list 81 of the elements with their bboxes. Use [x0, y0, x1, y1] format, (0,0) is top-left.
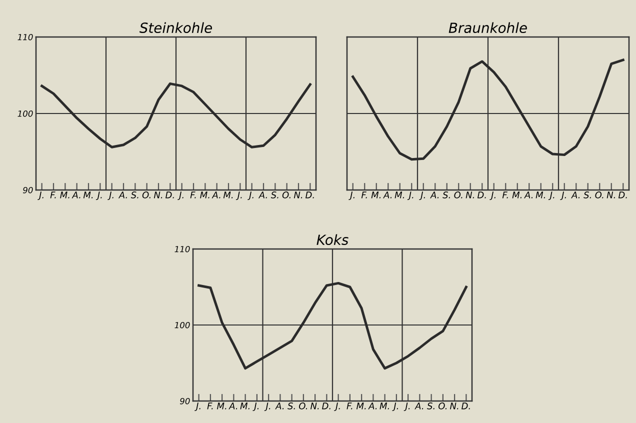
x-tick-label: N.	[606, 192, 615, 198]
x-tick-label: J.	[38, 192, 44, 200]
x-tick-label: O.	[438, 402, 447, 410]
y-tick-label: 110	[174, 246, 190, 252]
x-tick-label: A.	[414, 402, 424, 410]
chart-title: Braunkohle	[448, 22, 527, 34]
y-tick-label: 90	[22, 186, 33, 194]
x-tick-label: J.	[194, 402, 200, 412]
x-tick-label: O.	[142, 192, 150, 198]
x-tick-label: M.	[536, 192, 546, 198]
x-tick-label: S.	[130, 192, 138, 198]
x-tick-label: M.	[223, 192, 233, 198]
y-tick-label: 100	[174, 322, 190, 328]
x-tick-label: J.	[178, 192, 184, 200]
x-tick-label: F.	[346, 402, 352, 410]
x-tick-label: A.	[258, 192, 267, 198]
x-tick-label: J.	[334, 402, 340, 412]
x-tick-label: M.	[200, 192, 210, 198]
x-tick-label: D.	[618, 192, 627, 198]
x-tick-label: F.	[207, 402, 213, 410]
x-tick-label: J.	[392, 402, 398, 412]
x-tick-label: J.	[108, 192, 114, 200]
x-tick-label: D.	[322, 402, 330, 410]
x-tick-label: O.	[298, 402, 308, 410]
x-tick-label: O.	[595, 192, 604, 198]
x-tick-label: M.	[356, 402, 366, 410]
x-tick-label: S.	[288, 402, 295, 410]
x-tick-label: M.	[512, 192, 522, 198]
x-tick-label: J.	[264, 402, 270, 412]
x-tick-label: D.	[477, 192, 486, 198]
x-tick-label: M.	[60, 192, 70, 198]
x-tick-label: S.	[442, 192, 450, 198]
x-tick-label: J.	[248, 192, 254, 200]
x-tick-label: D.	[306, 192, 314, 198]
x-tick-label: S.	[584, 192, 591, 198]
x-tick-label: M.	[371, 192, 381, 198]
x-tick-label: A.	[275, 402, 284, 410]
x-tick-label: J.	[252, 402, 259, 412]
x-tick-label: O.	[282, 192, 290, 198]
x-tick-label: D.	[462, 402, 470, 410]
x-tick-label: J.	[490, 192, 496, 200]
x-tick-label: J.	[404, 402, 410, 412]
chart-title: Koks	[316, 234, 348, 246]
y-tick-label: 100	[18, 110, 33, 117]
x-tick-label: J.	[348, 192, 354, 200]
x-tick-label: J.	[560, 192, 566, 200]
x-tick-label: F.	[361, 192, 367, 198]
x-tick-label: M.	[83, 192, 93, 198]
y-tick-label: 110	[18, 34, 33, 40]
x-tick-label: A.	[571, 192, 580, 198]
x-tick-label: N.	[154, 192, 162, 198]
x-tick-label: J.	[96, 192, 102, 200]
x-tick-label: F.	[50, 192, 56, 198]
x-tick-label: J.	[419, 192, 425, 200]
x-tick-label: N.	[450, 402, 458, 410]
x-tick-label: M.	[216, 402, 226, 410]
x-tick-label: A.	[383, 192, 392, 198]
y-tick-label: 90	[180, 398, 190, 404]
x-tick-label: A.	[72, 192, 80, 198]
chart-title: Steinkohle	[139, 22, 212, 34]
x-tick-label: M.	[394, 192, 404, 198]
x-tick-label: S.	[427, 402, 434, 410]
x-tick-label: F.	[190, 192, 196, 198]
x-tick-label: J.	[548, 192, 554, 200]
x-tick-label: A.	[212, 192, 220, 198]
x-tick-label: D.	[166, 192, 174, 198]
x-tick-label: M.	[240, 402, 250, 410]
x-tick-label: F.	[502, 192, 508, 198]
x-tick-label: S.	[270, 192, 278, 198]
x-tick-label: N.	[466, 192, 474, 198]
x-tick-label: A.	[430, 192, 439, 198]
x-tick-label: O.	[454, 192, 462, 198]
x-tick-label: M.	[380, 402, 389, 410]
x-tick-label: N.	[294, 192, 302, 198]
x-tick-label: J.	[407, 192, 414, 200]
x-tick-label: A.	[228, 402, 238, 410]
x-tick-label: N.	[310, 402, 319, 410]
x-tick-label: J.	[236, 192, 242, 200]
x-tick-label: A.	[118, 192, 127, 198]
x-tick-label: A.	[524, 192, 533, 198]
x-tick-label: A.	[368, 402, 377, 410]
